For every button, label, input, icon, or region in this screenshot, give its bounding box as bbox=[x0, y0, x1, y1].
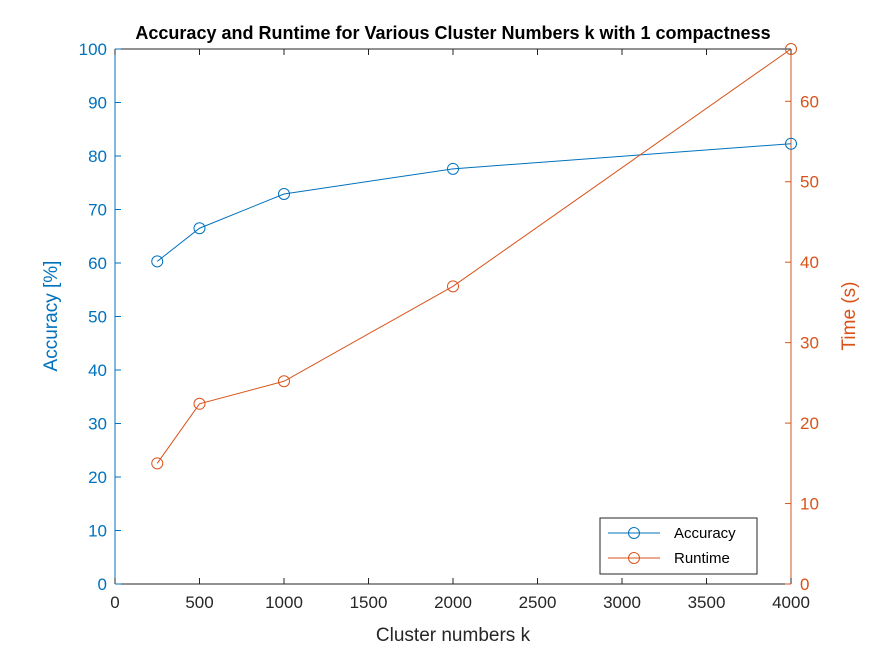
x-tick-label: 3000 bbox=[603, 593, 641, 612]
y-left-tick-label: 80 bbox=[88, 147, 107, 166]
y-right-tick-label: 0 bbox=[800, 575, 809, 594]
legend-box bbox=[599, 517, 758, 575]
legend-accuracy-label: Accuracy bbox=[674, 525, 736, 542]
y-right-tick-label: 40 bbox=[800, 253, 819, 272]
y-right-tick-label: 20 bbox=[800, 414, 819, 433]
accuracy-point bbox=[785, 137, 797, 150]
y-left-tick-label: 20 bbox=[88, 468, 107, 487]
runtime-point bbox=[151, 457, 164, 470]
accuracy-point bbox=[278, 187, 290, 200]
runtime-point bbox=[193, 397, 206, 410]
accuracy-point bbox=[151, 255, 164, 268]
y-left-tick-label: 60 bbox=[88, 254, 107, 273]
x-axis-title: Cluster numbers k bbox=[376, 625, 531, 646]
legend-accuracy-marker bbox=[628, 527, 640, 539]
y-axis-right-title: Time (s) bbox=[839, 282, 860, 351]
x-tick-label: 3500 bbox=[688, 593, 726, 612]
chart-title: Accuracy and Runtime for Various Cluster… bbox=[135, 23, 770, 43]
x-tick-label: 500 bbox=[185, 593, 213, 612]
y-right-tick-label: 60 bbox=[800, 92, 819, 111]
plot-background bbox=[115, 49, 791, 584]
x-tick-label: 4000 bbox=[772, 593, 810, 612]
runtime-line bbox=[156, 48, 792, 464]
y-left-tick-label: 90 bbox=[88, 94, 107, 113]
accuracy-line bbox=[156, 143, 792, 262]
runtime-point bbox=[785, 43, 797, 55]
y-left-tick-label: 0 bbox=[98, 575, 107, 594]
y-left-tick-label: 30 bbox=[88, 415, 107, 434]
x-tick-label: 2500 bbox=[519, 593, 557, 612]
runtime-point bbox=[278, 375, 290, 388]
x-tick-label: 2000 bbox=[434, 593, 472, 612]
legend-runtime-label: Runtime bbox=[674, 550, 730, 567]
y-left-tick-label: 40 bbox=[88, 361, 107, 380]
x-tick-label: 1500 bbox=[350, 593, 388, 612]
y-right-tick-label: 10 bbox=[800, 495, 819, 514]
y-left-tick-label: 100 bbox=[79, 40, 107, 59]
y-left-tick-label: 10 bbox=[88, 522, 107, 541]
legend: Accuracy Runtime bbox=[599, 517, 758, 575]
y-left-tick-label: 70 bbox=[88, 201, 107, 220]
axes: 0 500 1000 1500 2000 2500 3000 3500 400001020304… bbox=[79, 40, 819, 612]
x-tick-label: 1000 bbox=[265, 593, 303, 612]
accuracy-point bbox=[447, 162, 459, 175]
x-tick-label: 0 bbox=[110, 593, 119, 612]
series-layer bbox=[151, 43, 797, 470]
y-left-tick-label: 50 bbox=[88, 308, 107, 327]
y-axis-left-title: Accuracy [%] bbox=[41, 261, 62, 372]
y-right-tick-label: 30 bbox=[800, 334, 819, 353]
runtime-point bbox=[447, 280, 459, 293]
y-right-tick-label: 50 bbox=[800, 173, 819, 192]
accuracy-point bbox=[193, 222, 206, 235]
legend-runtime-marker bbox=[628, 552, 640, 564]
